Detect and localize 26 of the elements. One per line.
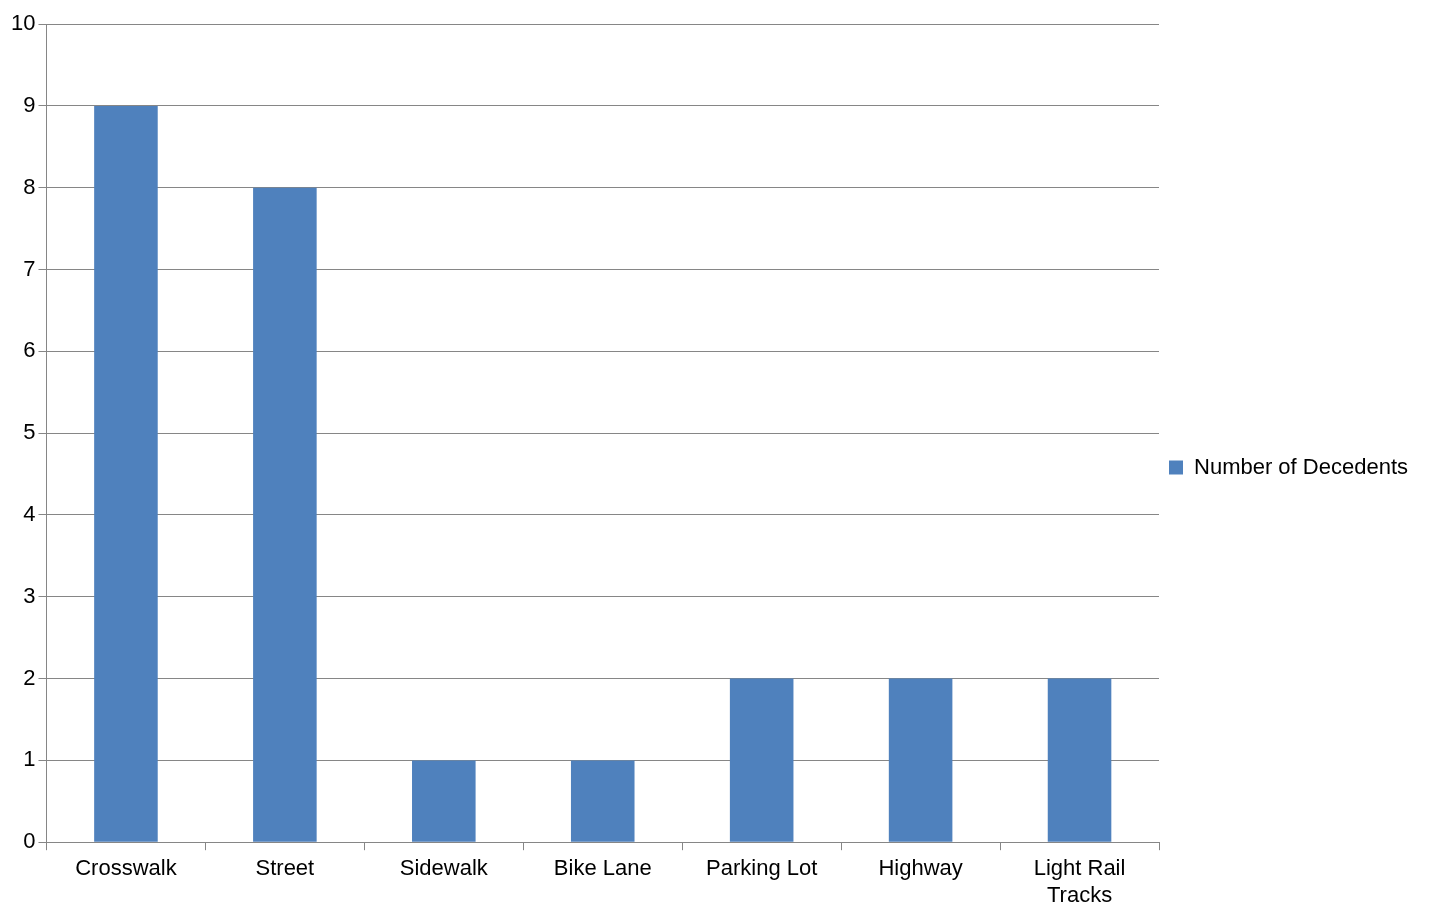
y-tick-label: 6 bbox=[23, 337, 36, 363]
y-tick-label: 2 bbox=[23, 664, 36, 690]
x-tick-label: Bike Lane bbox=[553, 855, 652, 881]
bar bbox=[729, 678, 794, 842]
y-tick-label: 0 bbox=[23, 828, 36, 854]
x-tick-label: Parking Lot bbox=[706, 855, 818, 881]
x-tick-label: Street bbox=[255, 855, 315, 881]
bar bbox=[94, 106, 158, 842]
y-tick-label: 3 bbox=[23, 582, 36, 608]
x-tick-label: Highway bbox=[878, 855, 963, 881]
x-tick-label: Sidewalk bbox=[399, 855, 489, 881]
y-tick-label: 8 bbox=[23, 173, 36, 199]
bar bbox=[412, 760, 476, 842]
x-tick-label: Crosswalk bbox=[75, 855, 178, 881]
y-tick-label: 10 bbox=[10, 10, 36, 36]
y-tick-label: 4 bbox=[23, 501, 36, 527]
bar bbox=[888, 678, 953, 842]
legend-label: Number of Decedents bbox=[1194, 453, 1408, 479]
bar bbox=[253, 187, 317, 842]
y-tick-label: 5 bbox=[23, 419, 36, 445]
y-tick-label: 9 bbox=[23, 92, 36, 118]
y-tick-label: 1 bbox=[23, 746, 36, 772]
bar bbox=[1047, 678, 1112, 842]
bar bbox=[570, 760, 635, 842]
y-tick-label: 7 bbox=[23, 255, 36, 281]
x-tick-label: Light Rail Tracks bbox=[1033, 855, 1126, 907]
